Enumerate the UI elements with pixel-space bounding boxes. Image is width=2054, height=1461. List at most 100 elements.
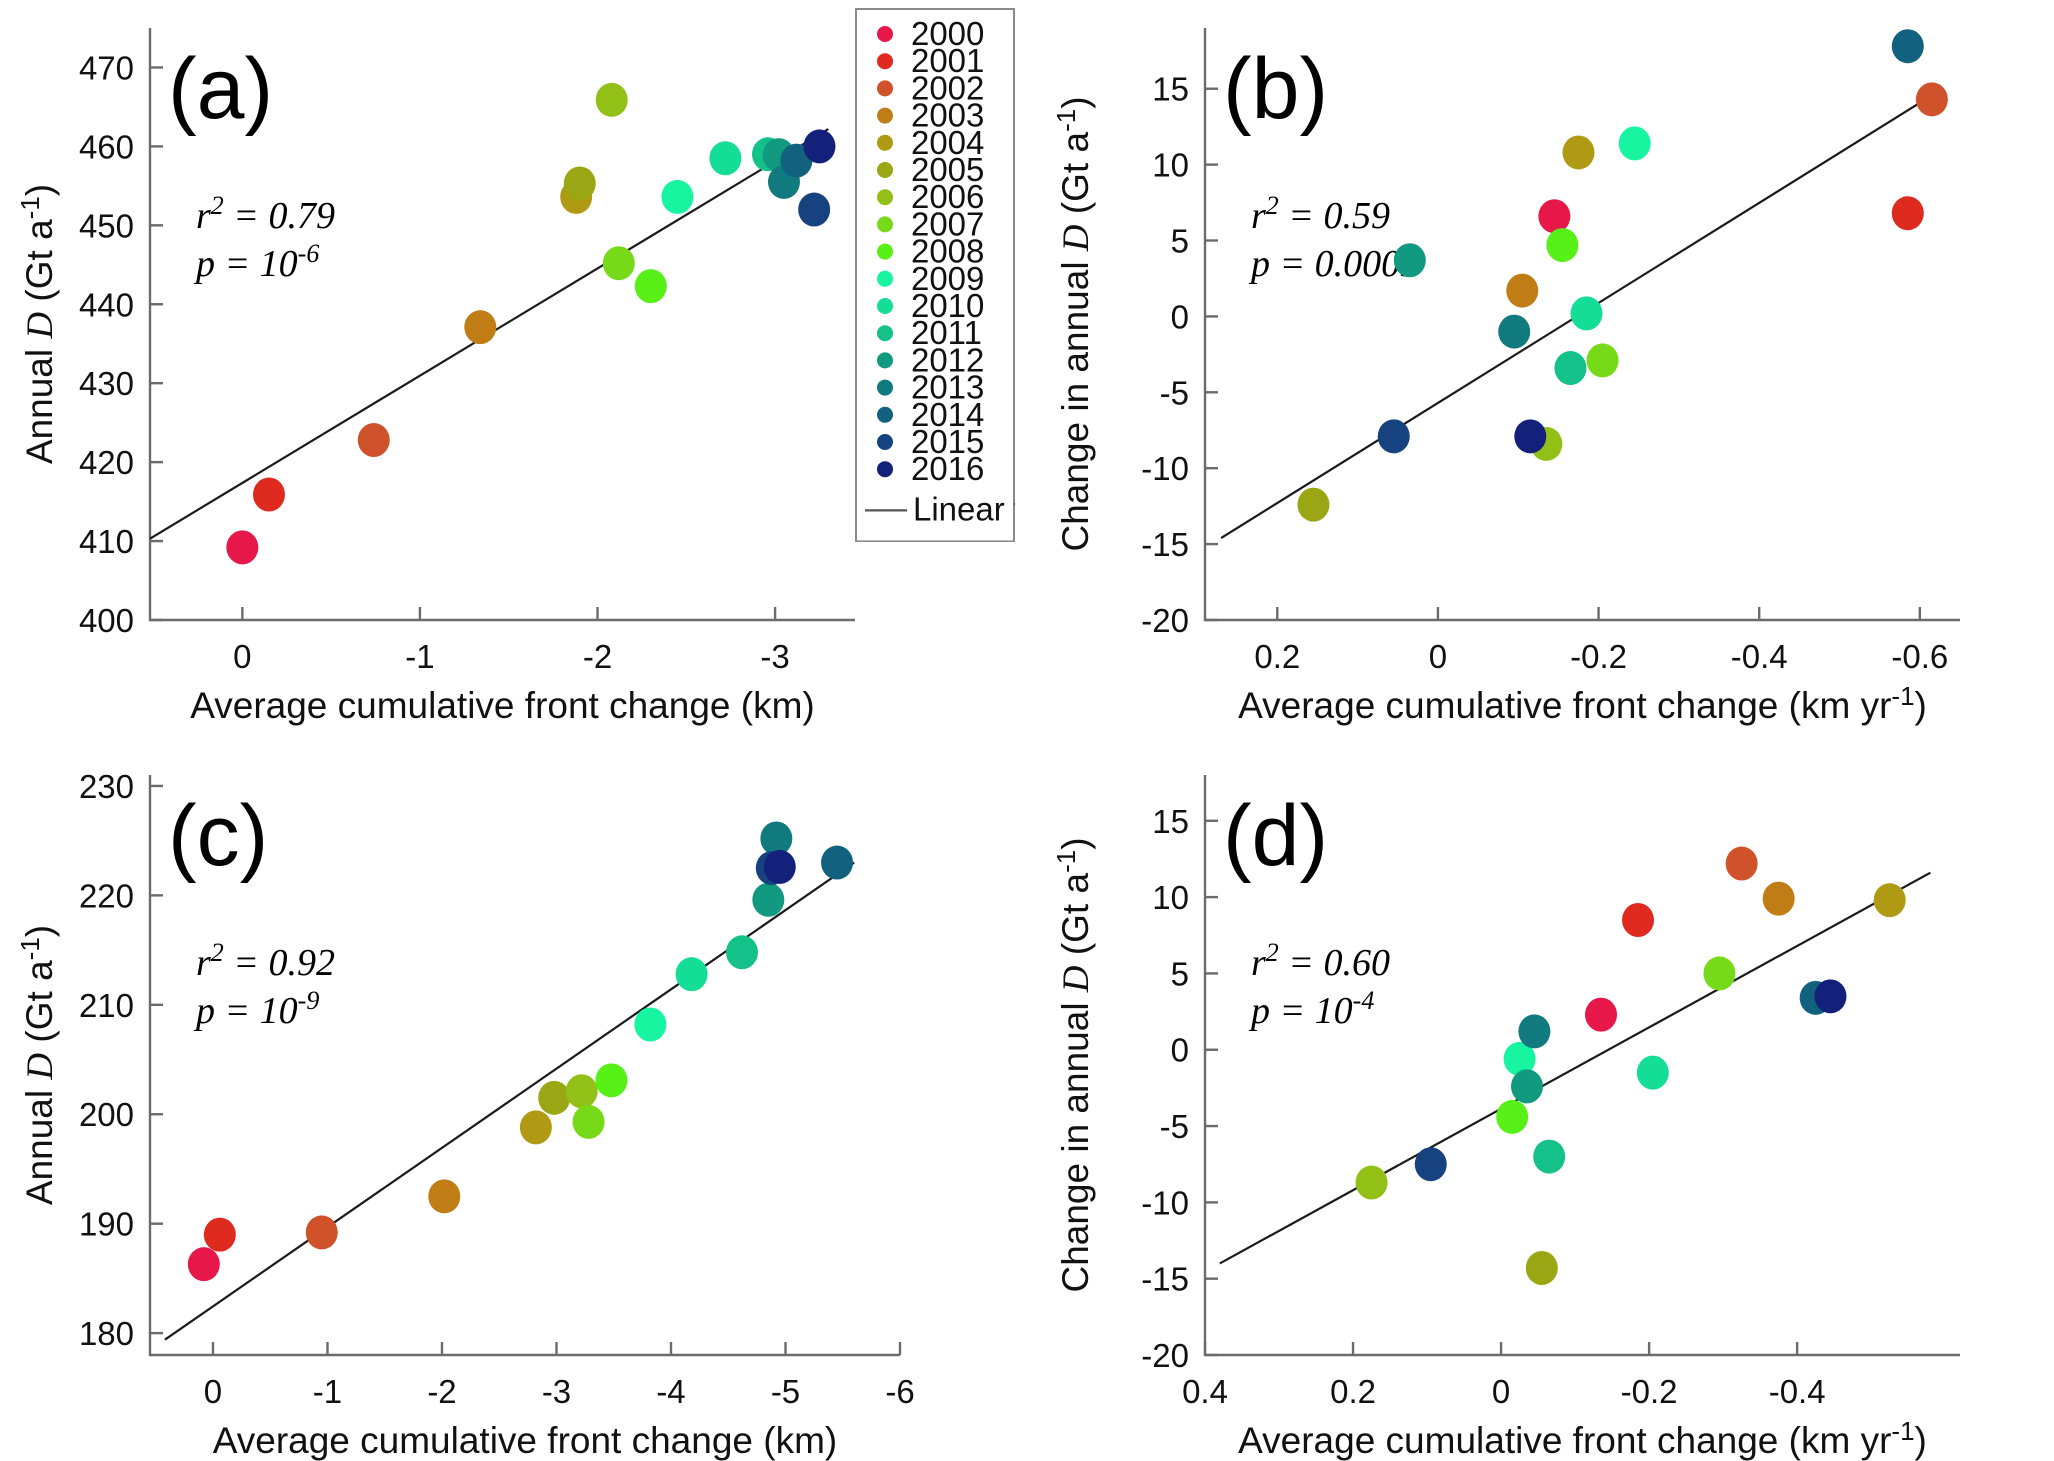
data-point[interactable]: 2004: [519, 1110, 552, 1145]
data-point[interactable]: 2014: [780, 143, 813, 178]
data-point[interactable]: 2001: [252, 477, 285, 512]
data-point[interactable]: 2015: [1414, 1147, 1447, 1182]
data-point[interactable]: 2002: [357, 423, 390, 458]
legend-label-2010: 2010: [911, 287, 984, 324]
data-point[interactable]: 2006: [1355, 1165, 1388, 1200]
legend-marker-2008[interactable]: [877, 243, 894, 260]
data-point[interactable]: 2010: [1570, 296, 1603, 331]
data-point[interactable]: 2009: [634, 1007, 667, 1042]
legend-label-2003: 2003: [911, 97, 984, 134]
y-tick-label: 180: [79, 1315, 134, 1352]
data-point[interactable]: 2008: [1496, 1099, 1529, 1134]
data-point[interactable]: 2007: [1703, 956, 1736, 991]
data-point[interactable]: 2004: [1873, 883, 1906, 918]
y-tick-label: -10: [1141, 1184, 1189, 1221]
y-tick-label: 450: [79, 207, 134, 244]
data-point[interactable]: 2008: [634, 269, 667, 304]
data-point[interactable]: 2000: [187, 1247, 220, 1282]
data-point[interactable]: 2014: [821, 845, 854, 880]
legend-marker-2000[interactable]: [877, 25, 894, 42]
data-point[interactable]: 2013: [1498, 314, 1531, 349]
legend-marker-2015[interactable]: [877, 433, 894, 450]
legend-marker-2002[interactable]: [877, 80, 894, 97]
data-point[interactable]: 2000: [226, 530, 259, 565]
data-point[interactable]: 2010: [1636, 1055, 1669, 1090]
data-point[interactable]: 2013: [760, 821, 793, 856]
data-point[interactable]: 2016: [1514, 419, 1547, 454]
legend-marker-2016[interactable]: [877, 461, 894, 478]
legend-marker-2012[interactable]: [877, 352, 894, 369]
legend-marker-2005[interactable]: [877, 161, 894, 178]
data-point[interactable]: 2001: [203, 1217, 236, 1252]
data-point[interactable]: 2003: [1762, 881, 1795, 916]
data-point[interactable]: 2003: [1506, 273, 1539, 308]
data-point[interactable]: 2011: [1533, 1139, 1566, 1174]
data-point[interactable]: 2016: [803, 129, 836, 164]
y-tick-label: 200: [79, 1096, 134, 1133]
data-point[interactable]: 2000: [1538, 199, 1571, 234]
legend-marker-2013[interactable]: [877, 379, 894, 396]
y-tick-label: 5: [1171, 223, 1189, 260]
data-point[interactable]: 2005: [1525, 1251, 1558, 1285]
legend-label-2007: 2007: [911, 205, 984, 242]
data-point[interactable]: 2001: [1622, 903, 1655, 937]
legend-label-2015: 2015: [911, 423, 984, 460]
year-legend: 2000 2001 2002 2003 2004 2005 2006 2007 2008 2009…: [855, 8, 1015, 543]
legend-marker-2003[interactable]: [877, 107, 894, 124]
data-point[interactable]: 2006: [595, 82, 628, 117]
data-point[interactable]: 2016: [1814, 979, 1847, 1014]
data-point[interactable]: 2003: [428, 1179, 461, 1214]
x-tick-label: 0.2: [1330, 1373, 1376, 1410]
legend-marker-2011[interactable]: [877, 325, 894, 342]
data-point[interactable]: 2002: [1915, 82, 1948, 117]
legend-marker-2001[interactable]: [877, 53, 894, 70]
legend-marker-2014[interactable]: [877, 406, 894, 423]
y-tick-label: 210: [79, 987, 134, 1024]
legend-marker-2009[interactable]: [877, 270, 894, 287]
y-tick-label: 440: [79, 286, 134, 323]
data-point[interactable]: 2010: [675, 957, 708, 992]
data-point[interactable]: 2007: [602, 246, 635, 281]
data-point[interactable]: 2003: [464, 310, 497, 345]
legend-marker-2010[interactable]: [877, 297, 894, 314]
data-point[interactable]: 2005: [538, 1080, 571, 1115]
legend-label-2008: 2008: [911, 233, 984, 270]
legend-marker-2007[interactable]: [877, 216, 894, 233]
data-point[interactable]: 2011: [725, 935, 758, 970]
data-point[interactable]: 2004: [1562, 135, 1595, 170]
data-point[interactable]: 2012: [752, 882, 785, 917]
data-point[interactable]: 2012: [1393, 243, 1426, 278]
data-point[interactable]: 2010: [709, 141, 742, 176]
data-point[interactable]: 2016: [763, 849, 796, 884]
data-point[interactable]: 2005: [1297, 487, 1330, 522]
data-point[interactable]: 2014: [1891, 29, 1924, 64]
data-point[interactable]: 2007: [1586, 343, 1619, 378]
data-point[interactable]: 2007: [572, 1104, 605, 1139]
data-point[interactable]: 2000: [1585, 997, 1618, 1032]
legend-svg: 2000200120022003200420052006200720082009…: [855, 8, 1015, 543]
data-point[interactable]: 2015: [798, 192, 831, 227]
data-point[interactable]: 2009: [661, 179, 694, 214]
data-point[interactable]: 2011: [1554, 351, 1587, 386]
x-tick-label: -4: [656, 1373, 685, 1410]
legend-marker-2006[interactable]: [877, 189, 894, 206]
data-point[interactable]: 2001: [1891, 196, 1924, 231]
data-point[interactable]: 2006: [565, 1074, 598, 1109]
data-point[interactable]: 2009: [1618, 126, 1651, 161]
data-point[interactable]: 2013: [1518, 1014, 1551, 1049]
y-axis-title: Annual D (Gt a-1): [15, 925, 61, 1205]
data-point[interactable]: 2012: [1510, 1069, 1543, 1104]
y-axis-title: Change in annual D (Gt a-1): [1051, 96, 1097, 551]
data-point[interactable]: 2009: [1503, 1041, 1536, 1076]
legend-marker-2004[interactable]: [877, 134, 894, 151]
plot-d: -20 -15 -10 -5 0 5 10 15 0.4 0.2 0 -0.2 -0.4 Average …: [1051, 775, 1960, 1461]
data-point[interactable]: 2008: [1546, 228, 1579, 263]
data-point[interactable]: 2002: [1725, 846, 1758, 881]
data-point[interactable]: 2005: [563, 166, 596, 201]
y-tick-label: -20: [1141, 602, 1189, 639]
legend-label-2004: 2004: [911, 124, 984, 161]
data-point[interactable]: 2015: [1377, 419, 1410, 454]
data-point[interactable]: 2008: [595, 1063, 628, 1098]
data-point[interactable]: 2002: [305, 1215, 338, 1250]
